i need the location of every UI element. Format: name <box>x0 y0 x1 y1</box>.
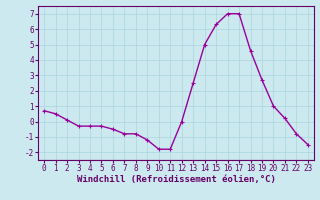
X-axis label: Windchill (Refroidissement éolien,°C): Windchill (Refroidissement éolien,°C) <box>76 175 276 184</box>
